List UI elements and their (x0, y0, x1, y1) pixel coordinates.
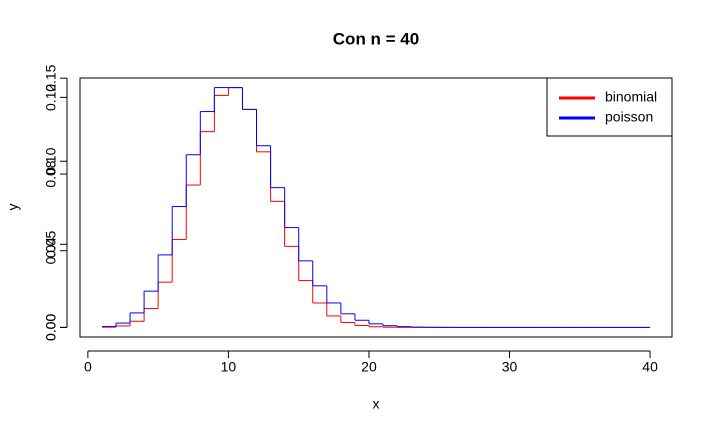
x-axis-label: x (373, 396, 380, 412)
legend-label: binomial (605, 89, 657, 105)
y-tick-label: 0.04 (43, 237, 59, 264)
y-tick-label: 0.10 (43, 147, 59, 174)
y-tick-label: 0.12 (43, 84, 59, 111)
y-axis-label: y (5, 204, 21, 211)
y-tick-label: 0.00 (43, 314, 59, 341)
legend-box (546, 77, 673, 137)
legend-label: poisson (605, 109, 653, 125)
x-tick-label: 0 (84, 359, 92, 375)
y-tick-label: 0.08 (43, 160, 59, 187)
chart-title: Con n = 40 (333, 29, 419, 48)
plot-frame (79, 77, 673, 338)
x-tick-label: 10 (221, 359, 237, 375)
y-tick-label: 0.05 (43, 230, 59, 257)
x-tick-label: 20 (361, 359, 377, 375)
y-tick-label: 0.15 (43, 64, 59, 91)
x-tick-label: 30 (502, 359, 518, 375)
y-tick-label: 0.00 (43, 314, 59, 341)
x-tick-label: 40 (642, 359, 658, 375)
